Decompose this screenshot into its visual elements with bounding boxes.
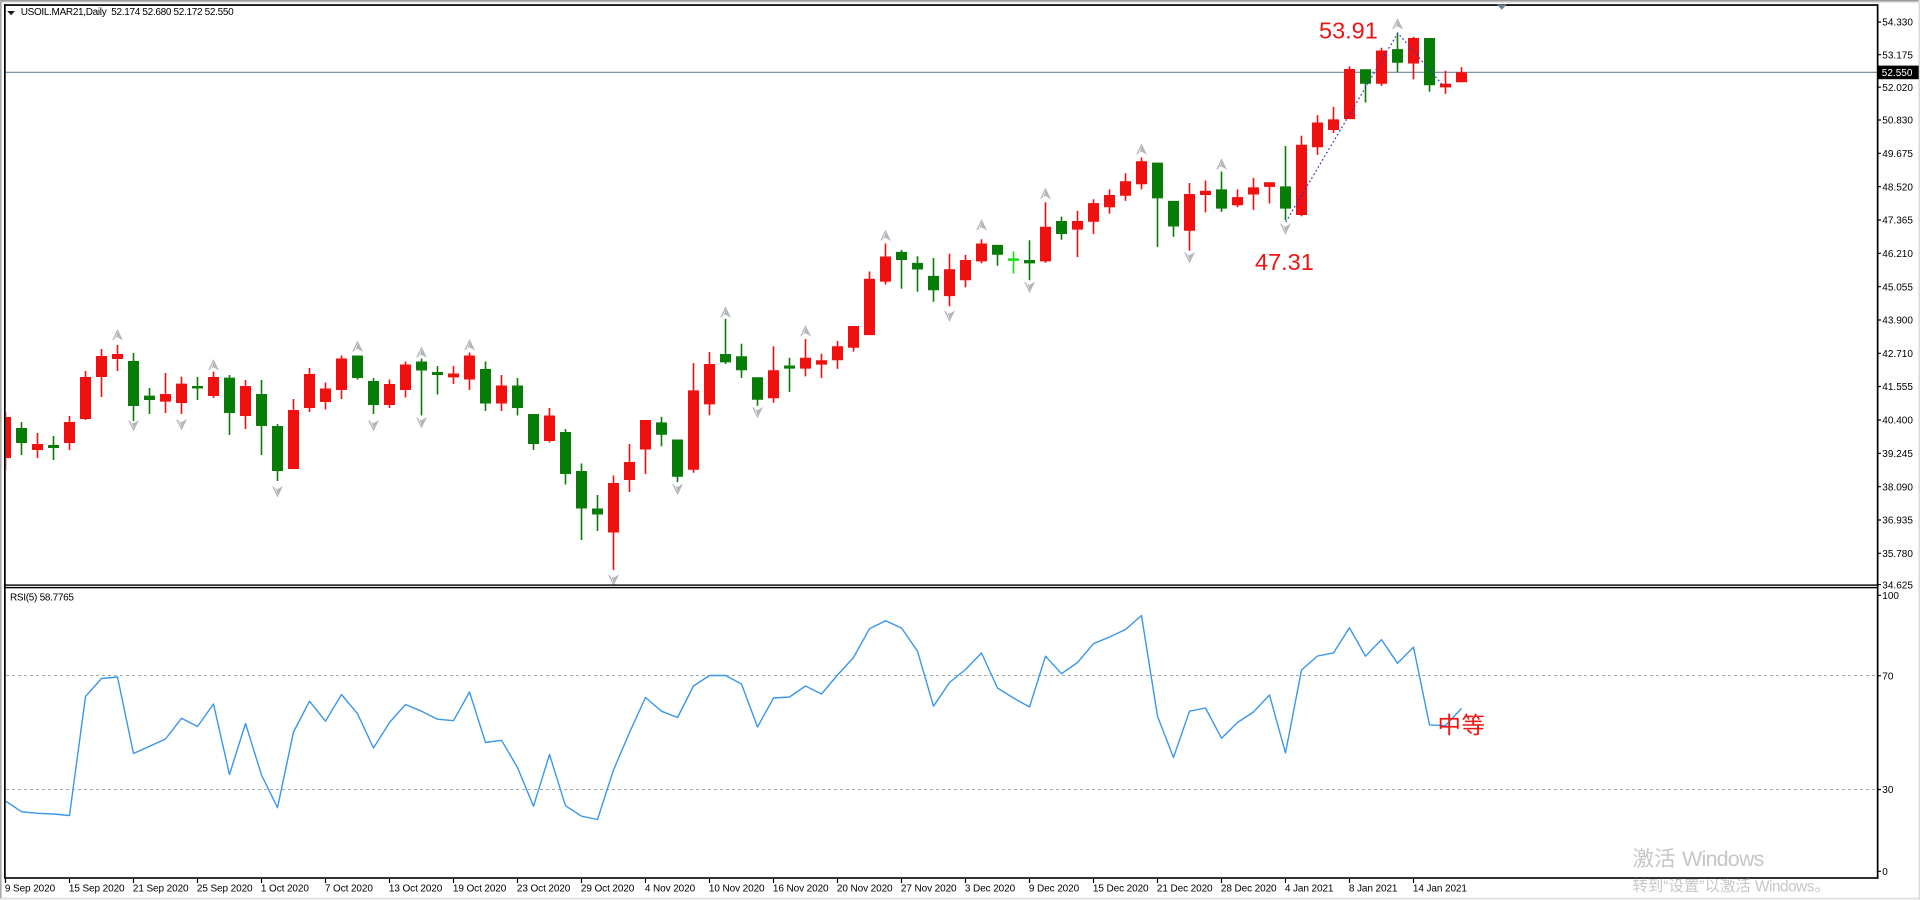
svg-text:48.520: 48.520 — [1882, 182, 1913, 193]
svg-text:53.175: 53.175 — [1882, 50, 1913, 61]
svg-text:9 Sep 2020: 9 Sep 2020 — [5, 883, 56, 894]
svg-text:3 Dec 2020: 3 Dec 2020 — [965, 883, 1016, 894]
svg-text:20 Nov 2020: 20 Nov 2020 — [837, 883, 893, 894]
svg-text:36.935: 36.935 — [1882, 516, 1913, 527]
svg-text:52.020: 52.020 — [1882, 83, 1913, 94]
svg-text:7 Oct 2020: 7 Oct 2020 — [325, 883, 373, 894]
svg-text:50.830: 50.830 — [1882, 116, 1913, 127]
svg-text:43.900: 43.900 — [1882, 316, 1913, 327]
svg-text:0: 0 — [1882, 867, 1888, 878]
svg-text:4 Jan 2021: 4 Jan 2021 — [1285, 883, 1334, 894]
svg-text:”: ” — [1699, 878, 1704, 895]
svg-text:29 Oct 2020: 29 Oct 2020 — [581, 883, 635, 894]
svg-text:45.055: 45.055 — [1882, 282, 1913, 293]
svg-text:15 Dec 2020: 15 Dec 2020 — [1093, 883, 1149, 894]
svg-text:42.710: 42.710 — [1882, 349, 1913, 360]
svg-text:19 Oct 2020: 19 Oct 2020 — [453, 883, 507, 894]
svg-text:53.91: 53.91 — [1319, 18, 1378, 44]
svg-text:40.400: 40.400 — [1882, 416, 1913, 427]
svg-text:25 Sep 2020: 25 Sep 2020 — [197, 883, 253, 894]
svg-text:35.780: 35.780 — [1882, 549, 1913, 560]
svg-text:28 Dec 2020: 28 Dec 2020 — [1221, 883, 1277, 894]
svg-text:23 Oct 2020: 23 Oct 2020 — [517, 883, 571, 894]
svg-text:47.31: 47.31 — [1255, 249, 1314, 275]
svg-text:9 Dec 2020: 9 Dec 2020 — [1029, 883, 1080, 894]
svg-text:1 Oct 2020: 1 Oct 2020 — [261, 883, 309, 894]
svg-text:47.365: 47.365 — [1882, 216, 1913, 227]
svg-text:16 Nov 2020: 16 Nov 2020 — [773, 883, 829, 894]
svg-text:41.555: 41.555 — [1882, 382, 1913, 393]
svg-text:Windows: Windows — [1755, 878, 1815, 895]
svg-text:8 Jan 2021: 8 Jan 2021 — [1349, 883, 1398, 894]
svg-text:21 Dec 2020: 21 Dec 2020 — [1157, 883, 1213, 894]
svg-text:52.550: 52.550 — [1882, 68, 1913, 79]
svg-text:27 Nov 2020: 27 Nov 2020 — [901, 883, 957, 894]
svg-text:“: “ — [1663, 878, 1668, 895]
svg-text:46.210: 46.210 — [1882, 249, 1913, 260]
svg-text:13 Oct 2020: 13 Oct 2020 — [389, 883, 443, 894]
svg-text:30: 30 — [1882, 785, 1894, 796]
svg-text:RSI(5) 58.7765: RSI(5) 58.7765 — [10, 593, 74, 604]
svg-text:100: 100 — [1882, 591, 1899, 602]
svg-text:49.675: 49.675 — [1882, 149, 1913, 160]
svg-text:38.090: 38.090 — [1882, 482, 1913, 493]
svg-text:34.625: 34.625 — [1882, 580, 1913, 591]
svg-text:54.330: 54.330 — [1882, 18, 1913, 29]
svg-text:Windows: Windows — [1682, 847, 1764, 871]
svg-text:4 Nov 2020: 4 Nov 2020 — [645, 883, 696, 894]
svg-text:21 Sep 2020: 21 Sep 2020 — [133, 883, 189, 894]
svg-text:14 Jan 2021: 14 Jan 2021 — [1413, 883, 1467, 894]
svg-text:15 Sep 2020: 15 Sep 2020 — [69, 883, 125, 894]
svg-text:10 Nov 2020: 10 Nov 2020 — [709, 883, 765, 894]
svg-text:USOIL.MAR21,Daily 52.174 52.6: USOIL.MAR21,Daily 52.174 52.680 52.172 5… — [21, 7, 234, 18]
svg-text:70: 70 — [1882, 671, 1894, 682]
svg-text:39.245: 39.245 — [1882, 449, 1913, 460]
